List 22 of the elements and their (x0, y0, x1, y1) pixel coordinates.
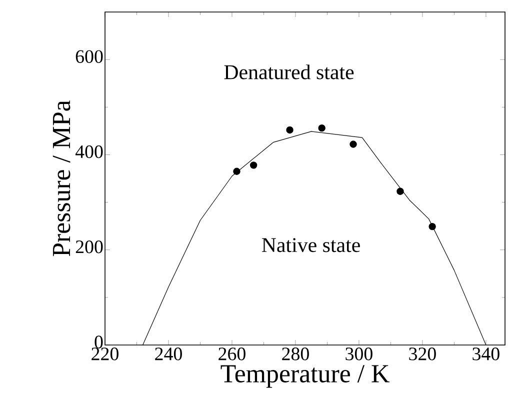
point (250, 162, 258, 169)
y-tick-label: 200 (76, 240, 103, 254)
annotation: Native state (262, 238, 360, 252)
x-axis-title: Temperature / K (220, 365, 390, 388)
point (350, 140, 357, 148)
point (233, 168, 240, 175)
point (318, 124, 326, 132)
x-tick-label: 340 (472, 348, 500, 360)
y-axis-title: Pressure / MPa (52, 100, 70, 256)
x-tick-label: 280 (282, 348, 309, 360)
x-tick-label: 320 (409, 348, 436, 360)
point (428, 222, 436, 230)
x-tick-label: 240 (155, 348, 182, 360)
x-tick-label: 300 (346, 348, 372, 360)
y-tick-label: 400 (75, 145, 103, 158)
annotation: Denatured state (224, 64, 354, 80)
x-tick-label: 260 (218, 348, 246, 360)
point (286, 126, 294, 134)
y-tick-label: 0 (94, 336, 103, 348)
y-tick-label: 600 (76, 50, 103, 63)
point (396, 188, 404, 195)
x-tick-label: 220 (92, 348, 118, 360)
